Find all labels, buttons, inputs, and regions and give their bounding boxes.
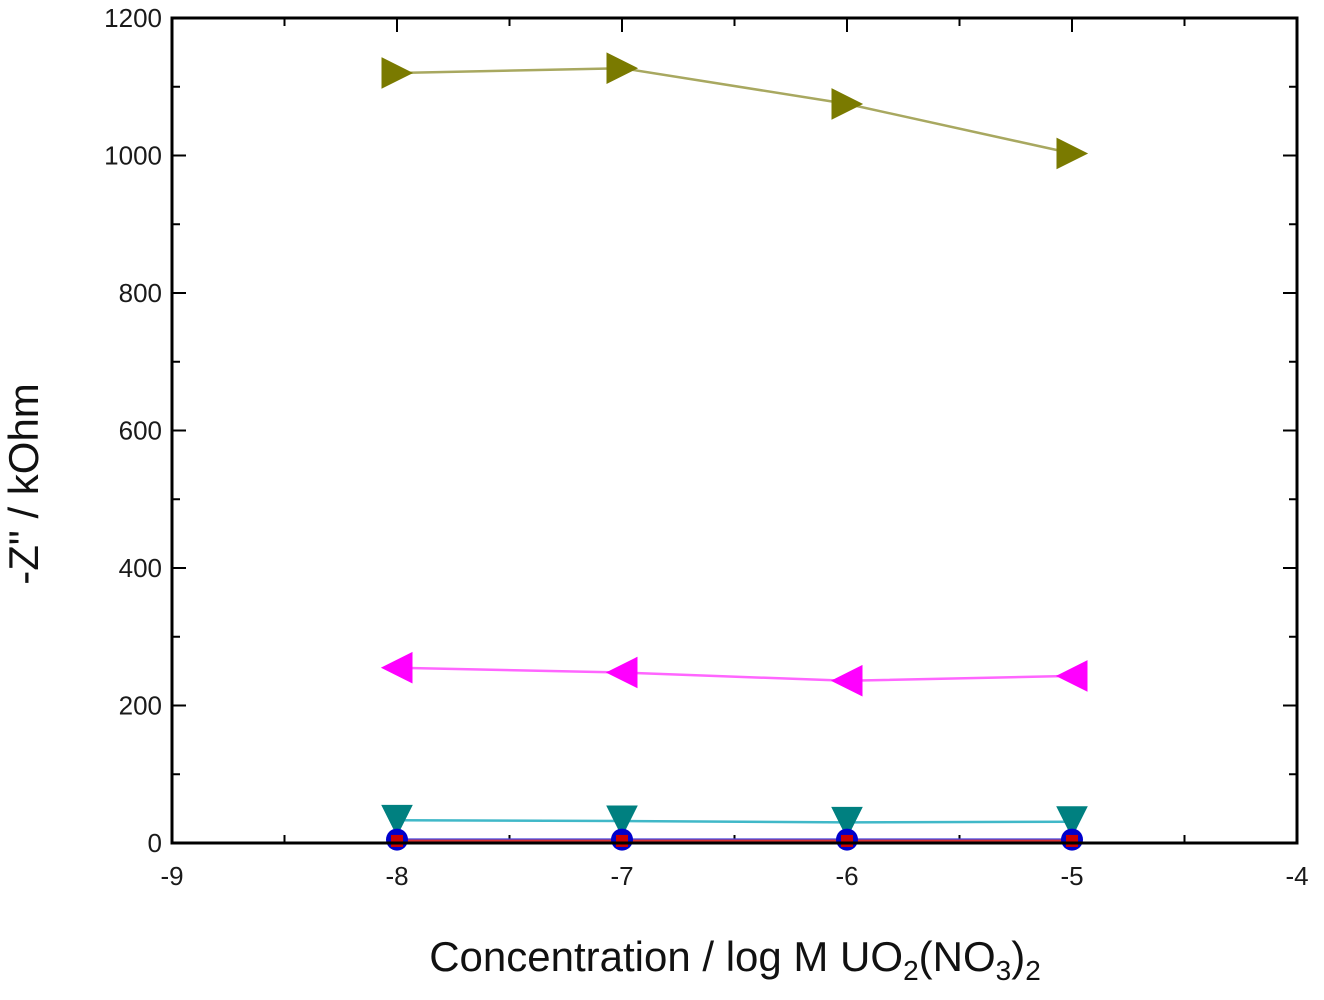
x-tick-label: -4 [1285,861,1308,891]
data-point-red [841,834,853,847]
ticks-layer [171,17,1298,844]
y-tick-label: 0 [148,828,162,858]
data-point-teal [1056,806,1088,838]
data-point-olive [1056,137,1089,170]
data-point-red [616,834,628,847]
y-tick-label: 600 [119,416,162,446]
data-point-magenta [1055,660,1088,692]
x-axis-title-sub-2: 3 [996,955,1012,986]
x-axis-title-mid: (NO [919,933,996,980]
series-line-olive [396,66,1073,155]
data-point-teal [381,804,413,837]
x-tick-label: -9 [160,861,183,891]
y-tick-label: 400 [119,553,162,583]
x-axis-title-sub-1: 2 [903,955,919,986]
series-line-magenta [396,666,1073,683]
x-tick-label: -7 [610,861,633,891]
data-point-olive [381,57,414,89]
data-point-olive [831,88,864,120]
series-layer [380,52,1089,851]
x-axis-title-main: Concentration / log M UO [429,933,903,980]
x-axis-title-close: ) [1011,933,1025,980]
x-axis-title: Concentration / log M UO2(NO3)2 [429,933,1041,986]
y-axis-title: -Z" / kOhm [0,383,47,585]
data-point-magenta [830,664,863,697]
y-tick-label: 200 [119,691,162,721]
x-tick-label: -8 [385,861,408,891]
series-line-teal [396,819,1073,824]
y-tick-label: 800 [119,278,162,308]
y-tick-label: 1200 [104,3,162,33]
plot-frame [170,16,1299,845]
data-point-olive [606,52,639,84]
y-tick-label: 1000 [104,141,162,171]
data-point-magenta [605,656,638,689]
data-point-teal [831,806,863,839]
data-point-red [391,834,403,847]
data-point-teal [606,805,638,838]
labels-layer: -9 -8 -7 -6 -5 -4 0 200 400 600 800 1000 1200 [104,3,1308,891]
x-axis-title-sub-3: 2 [1025,955,1041,986]
x-tick-label: -5 [1060,861,1083,891]
x-tick-label: -6 [835,861,858,891]
data-point-red [1066,834,1078,847]
data-point-magenta [380,651,413,684]
